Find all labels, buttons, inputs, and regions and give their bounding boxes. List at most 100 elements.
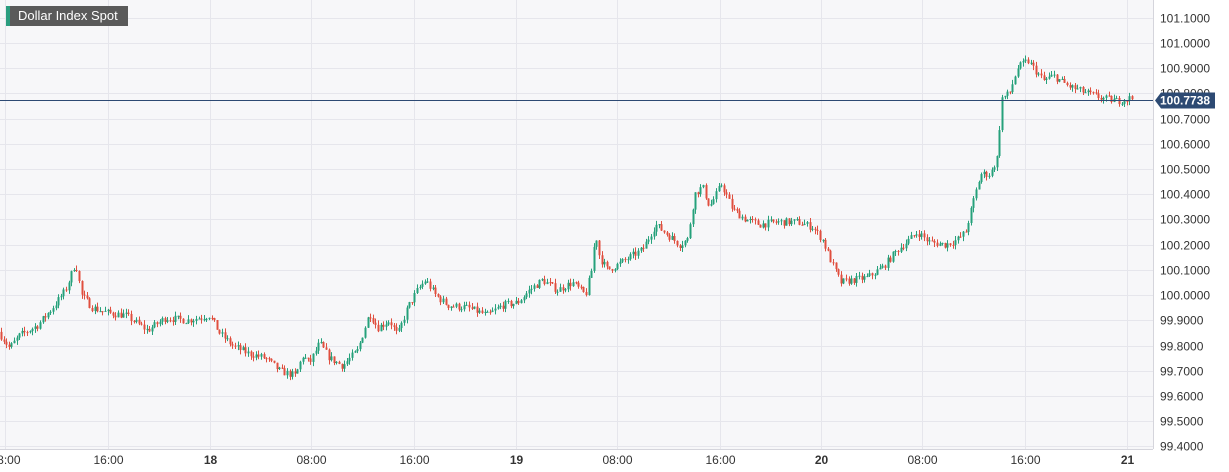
candle-body: [86, 295, 89, 299]
candle-body: [991, 169, 994, 176]
candle-body: [642, 247, 645, 249]
candle-body: [385, 324, 388, 327]
candle-body: [1118, 98, 1121, 105]
y-tick-label: 99.8000: [1160, 340, 1204, 354]
candle-body: [697, 192, 700, 195]
candle-body: [203, 319, 206, 321]
candle-body: [533, 285, 536, 289]
candle-body: [120, 312, 123, 318]
candle-body: [13, 340, 16, 344]
candle-body: [910, 235, 913, 239]
candle-body: [770, 219, 773, 221]
candle-body: [276, 362, 279, 370]
candle-body: [575, 282, 578, 284]
candle-body: [988, 175, 991, 177]
candle-body: [653, 231, 656, 237]
candle-body: [972, 198, 975, 208]
candle-body: [728, 194, 731, 199]
candle-body: [619, 261, 622, 264]
candle-body: [668, 234, 671, 240]
current-price-tag: [1155, 92, 1215, 109]
candle-body: [151, 327, 154, 332]
candle-body: [616, 263, 619, 270]
candle-body: [606, 261, 609, 267]
candle-body: [26, 332, 29, 334]
y-tick-label: 99.9000: [1160, 314, 1204, 328]
candle-body: [408, 302, 411, 308]
candle-body: [572, 282, 575, 287]
candle-body: [153, 322, 156, 328]
candle-body: [317, 342, 320, 351]
candle-body: [723, 185, 726, 193]
candle-body: [1082, 87, 1085, 93]
candle-body: [299, 361, 302, 370]
candle-body: [361, 337, 364, 343]
candle-body: [211, 317, 214, 319]
candle-body: [933, 241, 936, 243]
candle-body: [169, 320, 172, 322]
candle-body: [632, 251, 635, 255]
candle-body: [855, 276, 858, 283]
candle-body: [731, 198, 734, 209]
candle-body: [471, 307, 474, 309]
candle-body: [1037, 73, 1040, 75]
candle-body: [759, 224, 762, 228]
candle-body: [442, 298, 445, 303]
candle-body: [18, 333, 21, 338]
candle-body: [239, 345, 242, 350]
y-tick-label: 100.4000: [1160, 188, 1210, 202]
candle-body: [853, 278, 856, 283]
candle-body: [73, 269, 76, 272]
candle-body: [1074, 85, 1077, 89]
candle-body: [257, 354, 260, 357]
grid: [0, 0, 1154, 450]
candle-body: [1089, 90, 1092, 93]
candle-body: [320, 342, 323, 344]
candle-body: [322, 342, 325, 348]
candle-body: [356, 349, 359, 352]
x-tick-label: 16:00: [93, 453, 123, 467]
candle-body: [325, 347, 328, 350]
candle-body: [510, 300, 513, 307]
candle-body: [980, 174, 983, 183]
candle-body: [52, 308, 55, 312]
current-price: 100.7738: [0, 92, 1215, 109]
candle-body: [263, 354, 266, 359]
candle-body: [777, 221, 780, 223]
candle-body: [816, 229, 819, 231]
candle-body: [60, 296, 63, 298]
candle-body: [348, 357, 351, 362]
candle-body: [364, 327, 367, 338]
candle-body: [624, 258, 627, 260]
candle-body: [473, 306, 476, 309]
candle-body: [1043, 75, 1046, 80]
x-tick-label: 19: [510, 453, 524, 467]
candle-body: [416, 288, 419, 294]
candle-body: [1126, 100, 1129, 102]
candle-body: [772, 219, 775, 222]
candle-body: [406, 307, 409, 320]
candle-body: [543, 279, 546, 285]
candle-body: [640, 247, 643, 251]
candle-body: [452, 306, 455, 308]
candle-body: [55, 305, 58, 309]
candle-body: [902, 247, 905, 249]
candle-body: [1053, 74, 1056, 76]
candle-body: [369, 317, 372, 319]
candle-body: [785, 218, 788, 226]
candle-body: [962, 231, 965, 237]
candle-body: [424, 281, 427, 284]
candle-body: [515, 300, 518, 304]
candle-body: [343, 364, 346, 369]
candle-body: [897, 250, 900, 252]
candle-body: [1123, 100, 1126, 104]
candle-body: [590, 270, 593, 278]
candle-body: [1100, 98, 1103, 100]
candle-body: [915, 234, 918, 236]
candle-body: [798, 219, 801, 225]
candle-body: [705, 185, 708, 199]
candle-body: [1027, 59, 1030, 64]
candle-body: [499, 305, 502, 308]
candle-body: [489, 311, 492, 313]
candle-body: [367, 317, 370, 328]
